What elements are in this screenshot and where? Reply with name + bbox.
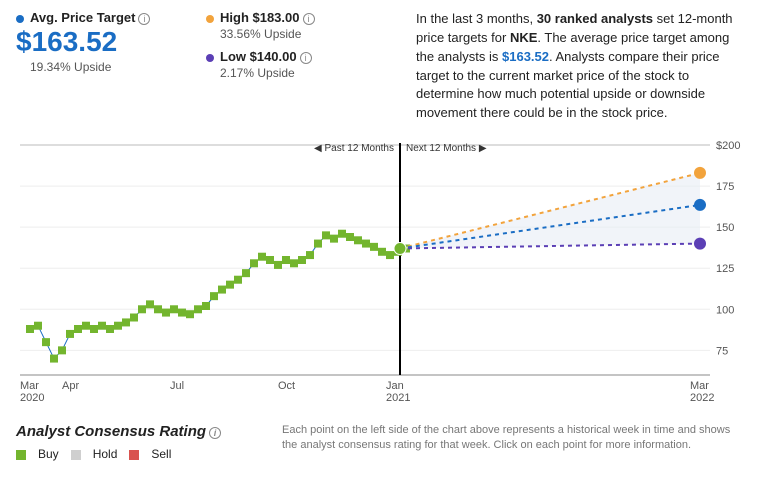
avg-target-block: Avg. Price Targeti $163.52 19.34% Upside (16, 10, 186, 123)
info-icon[interactable]: i (300, 52, 312, 64)
svg-text:100: 100 (716, 304, 734, 316)
avg-upside: 19.34% Upside (30, 60, 186, 74)
svg-text:75: 75 (716, 345, 728, 357)
svg-text:2021: 2021 (386, 392, 410, 404)
rating-title: Analyst Consensus Ratingi (16, 423, 266, 440)
svg-text:150: 150 (716, 222, 734, 234)
svg-text:Mar: Mar (20, 380, 39, 392)
svg-text:125: 125 (716, 263, 734, 275)
rating-legend: Buy Hold Sell (16, 446, 266, 461)
svg-text:Next 12 Months ▶: Next 12 Months ▶ (406, 143, 487, 154)
high-label: High $183.00 (220, 10, 300, 25)
legend-sell: Sell (129, 447, 171, 461)
info-icon[interactable]: i (303, 13, 315, 25)
svg-text:$200: $200 (716, 140, 740, 152)
avg-label: Avg. Price Target (30, 10, 135, 25)
legend-buy: Buy (16, 447, 59, 461)
svg-text:Jul: Jul (170, 380, 184, 392)
svg-text:Jan: Jan (386, 380, 404, 392)
price-target-chart[interactable]: 75100125150175$200Mar2020AprJulOctJan202… (10, 135, 747, 415)
header-row: Avg. Price Targeti $163.52 19.34% Upside… (0, 0, 757, 131)
rating-note: Each point on the left side of the chart… (282, 423, 741, 454)
high-upside: 33.56% Upside (220, 27, 396, 41)
svg-text:175: 175 (716, 181, 734, 193)
high-dot (206, 15, 214, 23)
svg-text:Mar: Mar (690, 380, 709, 392)
low-upside: 2.17% Upside (220, 66, 396, 80)
svg-text:2020: 2020 (20, 392, 44, 404)
low-dot (206, 54, 214, 62)
svg-text:Oct: Oct (278, 380, 295, 392)
low-label: Low $140.00 (220, 49, 297, 64)
info-icon[interactable]: i (138, 13, 150, 25)
summary-text: In the last 3 months, 30 ranked analysts… (416, 10, 741, 123)
high-low-block: High $183.00i 33.56% Upside Low $140.00i… (206, 10, 396, 123)
svg-text:2022: 2022 (690, 392, 714, 404)
svg-text:Apr: Apr (62, 380, 79, 392)
consensus-rating-section: Analyst Consensus Ratingi Buy Hold Sell Ea… (0, 415, 757, 473)
legend-hold: Hold (71, 447, 118, 461)
info-icon[interactable]: i (209, 427, 221, 439)
svg-text:◀ Past 12 Months: ◀ Past 12 Months (314, 143, 394, 154)
avg-dot (16, 15, 24, 23)
avg-price-value: $163.52 (16, 26, 186, 58)
